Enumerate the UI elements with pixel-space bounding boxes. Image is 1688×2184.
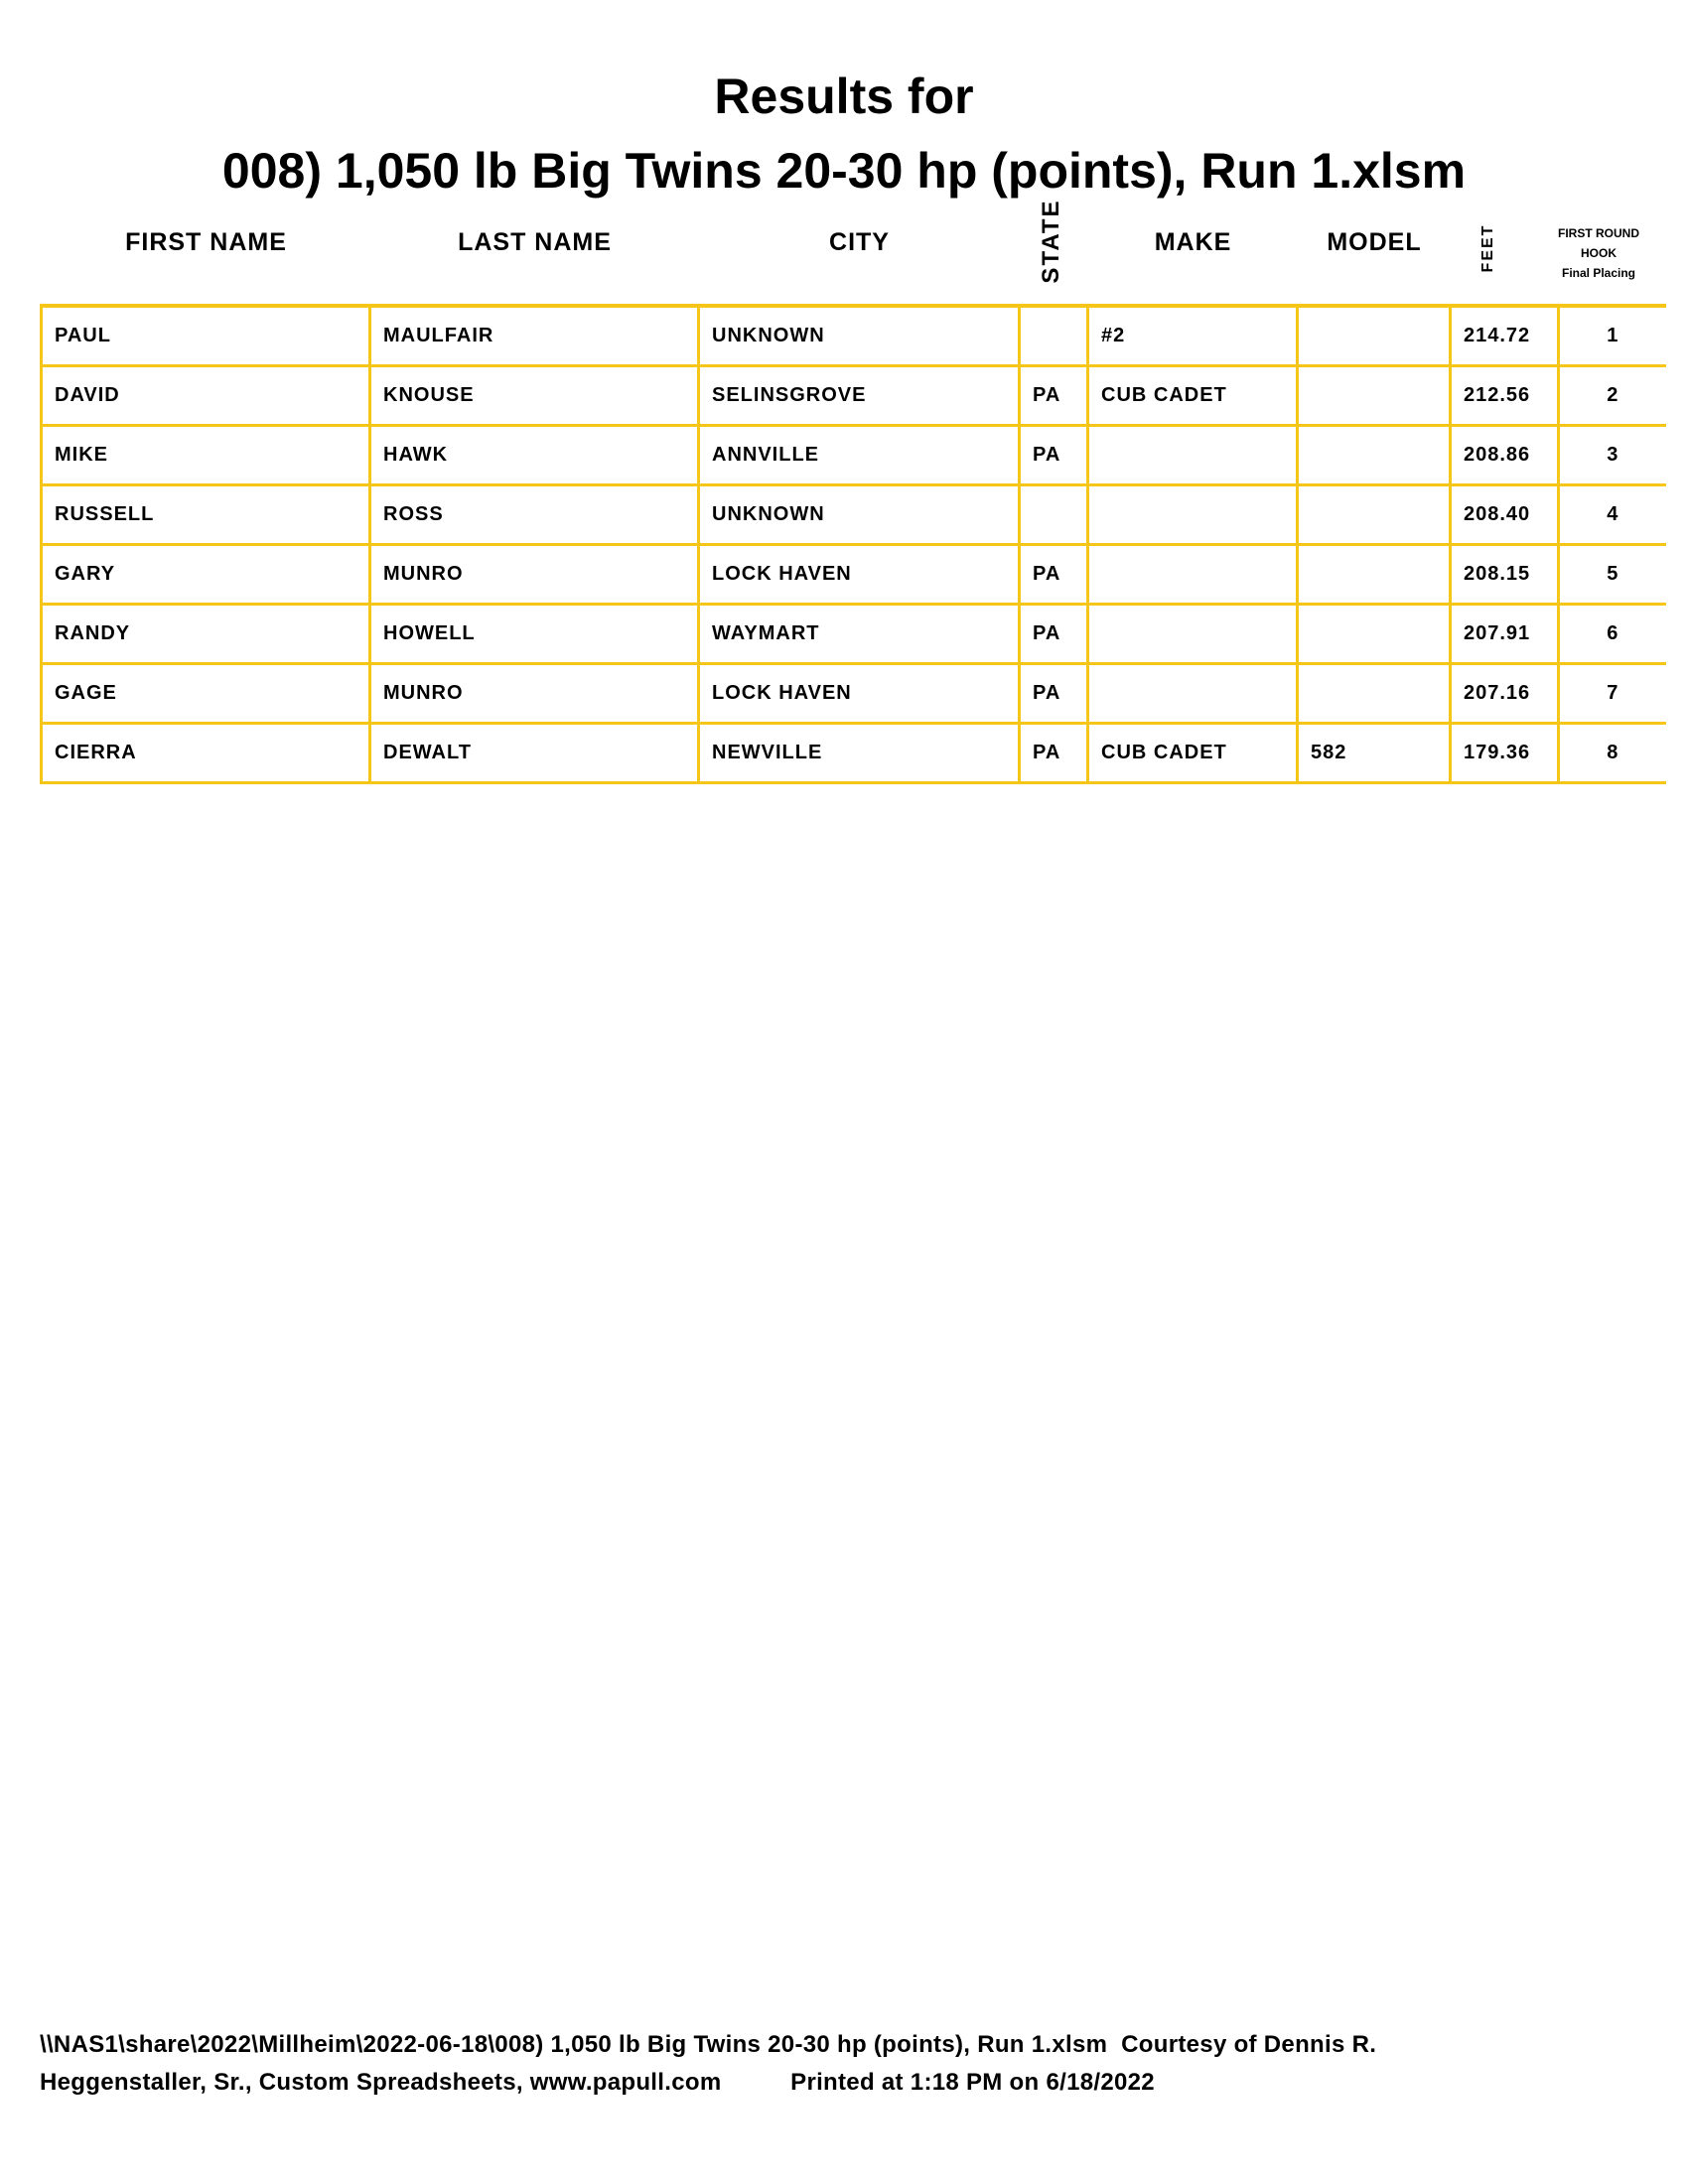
- cell-model: [1296, 603, 1452, 665]
- cell-placing: 8: [1557, 722, 1666, 784]
- table-row: DAVID KNOUSE SELINSGROVE PA CUB CADET 212.56 2: [40, 364, 1666, 427]
- cell-state: PA: [1018, 662, 1089, 725]
- results-table: PAUL MAULFAIR UNKNOWN #2 214.72 1 DAVID KNOUSE S…: [40, 304, 1666, 784]
- cell-state: PA: [1018, 722, 1089, 784]
- header-placing-line2: HOOK: [1581, 246, 1617, 260]
- cell-first-name: MIKE: [40, 424, 371, 486]
- header-feet: FEET: [1479, 223, 1496, 273]
- cell-last-name: HAWK: [368, 424, 700, 486]
- cell-make: #2: [1086, 304, 1299, 367]
- cell-placing: 1: [1557, 304, 1666, 367]
- table-row: MIKE HAWK ANNVILLE PA 208.86 3: [40, 424, 1666, 486]
- cell-model: [1296, 304, 1452, 367]
- cell-model: [1296, 662, 1452, 725]
- cell-state: PA: [1018, 543, 1089, 606]
- cell-make: CUB CADET: [1086, 364, 1299, 427]
- footer-line-2: Heggenstaller, Sr., Custom Spreadsheets,…: [40, 2069, 1155, 2096]
- table-row: RANDY HOWELL WAYMART PA 207.91 6: [40, 603, 1666, 665]
- title-line-1: Results for: [714, 68, 974, 124]
- cell-placing: 2: [1557, 364, 1666, 427]
- header-first-name: FIRST NAME: [125, 228, 287, 256]
- cell-last-name: ROSS: [368, 483, 700, 546]
- cell-feet: 214.72: [1449, 304, 1560, 367]
- cell-placing: 7: [1557, 662, 1666, 725]
- header-make: MAKE: [1154, 228, 1232, 256]
- cell-first-name: PAUL: [40, 304, 371, 367]
- cell-city: LOCK HAVEN: [697, 662, 1021, 725]
- cell-last-name: MUNRO: [368, 543, 700, 606]
- cell-feet: 207.91: [1449, 603, 1560, 665]
- cell-make: CUB CADET: [1086, 722, 1299, 784]
- cell-model: [1296, 364, 1452, 427]
- cell-city: LOCK HAVEN: [697, 543, 1021, 606]
- header-state: STATE: [1038, 199, 1064, 284]
- title-line-2: 008) 1,050 lb Big Twins 20-30 hp (points…: [221, 143, 1467, 199]
- cell-make: [1086, 543, 1299, 606]
- cell-last-name: KNOUSE: [368, 364, 700, 427]
- footer-line-1: \\NAS1\share\2022\Millheim\2022-06-18\00…: [40, 2031, 1377, 2058]
- cell-last-name: MUNRO: [368, 662, 700, 725]
- cell-make: [1086, 424, 1299, 486]
- cell-state: PA: [1018, 603, 1089, 665]
- cell-feet: 212.56: [1449, 364, 1560, 427]
- cell-model: [1296, 424, 1452, 486]
- cell-state: PA: [1018, 424, 1089, 486]
- table-row: GAGE MUNRO LOCK HAVEN PA 207.16 7: [40, 662, 1666, 725]
- cell-state: [1018, 304, 1089, 367]
- table-row: PAUL MAULFAIR UNKNOWN #2 214.72 1: [40, 304, 1666, 367]
- cell-feet: 179.36: [1449, 722, 1560, 784]
- table-row: CIERRA DEWALT NEWVILLE PA CUB CADET 582 179.36…: [40, 722, 1666, 784]
- cell-feet: 208.15: [1449, 543, 1560, 606]
- cell-feet: 208.86: [1449, 424, 1560, 486]
- table-row: RUSSELL ROSS UNKNOWN 208.40 4: [40, 483, 1666, 546]
- cell-city: ANNVILLE: [697, 424, 1021, 486]
- header-model: MODEL: [1327, 228, 1422, 256]
- header-last-name: LAST NAME: [458, 228, 612, 256]
- cell-make: [1086, 603, 1299, 665]
- cell-model: [1296, 483, 1452, 546]
- header-placing-line1: FIRST ROUND: [1558, 226, 1639, 240]
- header-city: CITY: [829, 228, 890, 256]
- table-row: GARY MUNRO LOCK HAVEN PA 208.15 5: [40, 543, 1666, 606]
- cell-placing: 6: [1557, 603, 1666, 665]
- cell-city: NEWVILLE: [697, 722, 1021, 784]
- cell-first-name: DAVID: [40, 364, 371, 427]
- cell-state: PA: [1018, 364, 1089, 427]
- cell-first-name: GARY: [40, 543, 371, 606]
- cell-first-name: CIERRA: [40, 722, 371, 784]
- cell-model: 582: [1296, 722, 1452, 784]
- cell-city: SELINSGROVE: [697, 364, 1021, 427]
- cell-model: [1296, 543, 1452, 606]
- cell-last-name: MAULFAIR: [368, 304, 700, 367]
- cell-last-name: DEWALT: [368, 722, 700, 784]
- cell-city: UNKNOWN: [697, 304, 1021, 367]
- cell-make: [1086, 483, 1299, 546]
- cell-placing: 5: [1557, 543, 1666, 606]
- cell-last-name: HOWELL: [368, 603, 700, 665]
- header-placing: FIRST ROUND HOOK Final Placing: [1539, 223, 1658, 283]
- cell-make: [1086, 662, 1299, 725]
- header-placing-line3: Final Placing: [1561, 266, 1635, 280]
- cell-city: WAYMART: [697, 603, 1021, 665]
- cell-state: [1018, 483, 1089, 546]
- cell-first-name: RUSSELL: [40, 483, 371, 546]
- cell-placing: 4: [1557, 483, 1666, 546]
- cell-placing: 3: [1557, 424, 1666, 486]
- cell-feet: 207.16: [1449, 662, 1560, 725]
- cell-feet: 208.40: [1449, 483, 1560, 546]
- cell-first-name: RANDY: [40, 603, 371, 665]
- cell-first-name: GAGE: [40, 662, 371, 725]
- cell-city: UNKNOWN: [697, 483, 1021, 546]
